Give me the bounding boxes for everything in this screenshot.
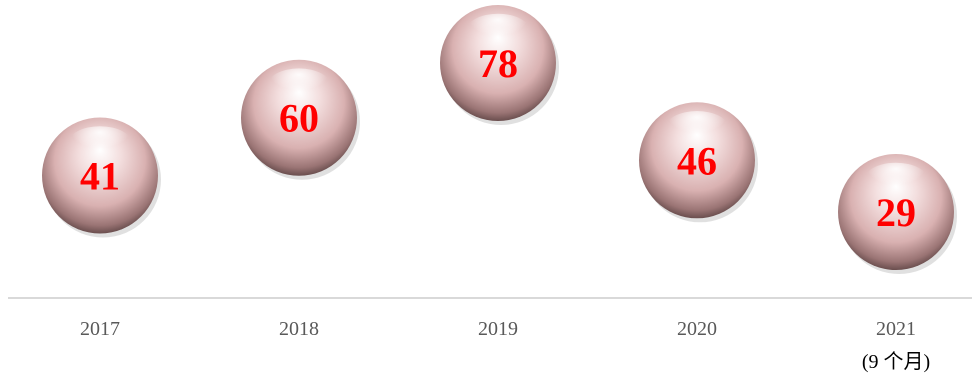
sphere-highlight [466,13,530,49]
sphere-highlight [267,68,331,104]
sphere-highlight [68,126,132,162]
x-tick-label: 2018 [279,318,319,340]
value-label: 29 [876,190,916,235]
data-point-2021: 29 [838,154,957,274]
sphere-highlight [864,162,928,198]
value-label: 78 [478,41,518,86]
value-label: 46 [677,138,717,183]
value-label: 41 [80,154,120,199]
x-tick-label: 2021 [876,318,916,340]
x-tick-label: 2019 [478,318,518,340]
x-tick-label: 2020 [677,318,717,340]
x-tick-label: 2017 [80,318,120,340]
data-point-2020: 46 [639,102,758,223]
data-point-2019: 78 [440,5,559,125]
sphere-highlight [665,111,729,146]
data-point-2017: 41 [42,117,161,238]
data-point-2018: 60 [241,59,360,180]
value-label: 60 [279,96,319,141]
x-tick-note: (9 个月) [862,350,930,373]
